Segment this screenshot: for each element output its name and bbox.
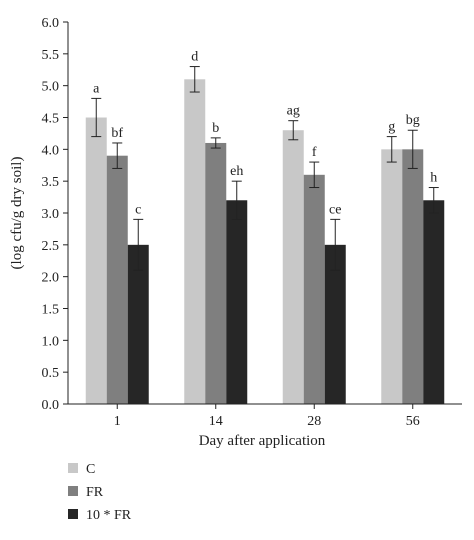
y-tick-label: 4.5	[42, 112, 60, 127]
y-tick-label: 5.5	[42, 48, 60, 63]
bar	[381, 149, 403, 404]
bar	[402, 149, 424, 404]
y-tick-label: 2.5	[42, 239, 60, 254]
x-axis-title: Day after application	[199, 433, 326, 449]
legend-label: FR	[86, 485, 104, 500]
y-tick-label: 3.5	[42, 175, 60, 190]
significance-letter: eh	[230, 164, 243, 179]
bar	[324, 244, 346, 404]
x-tick-label: 14	[209, 414, 223, 429]
y-tick-label: 4.0	[42, 143, 60, 158]
y-axis-title: (log cfu/g dry soil)	[9, 157, 25, 270]
legend-swatch	[68, 486, 78, 496]
bar	[127, 244, 149, 404]
legend-label: 10 * FR	[86, 508, 132, 523]
bar	[85, 117, 107, 404]
x-axis-ticks: 1 14 28 56	[114, 404, 420, 429]
y-tick-label: 1.5	[42, 303, 60, 318]
x-tick-label: 1	[114, 414, 121, 429]
bar	[423, 200, 445, 404]
error-bars	[91, 66, 439, 271]
significance-letter: h	[430, 171, 437, 186]
legend-swatch	[68, 509, 78, 519]
bar	[106, 155, 128, 404]
significance-letter: bg	[406, 113, 420, 128]
bar	[303, 174, 325, 404]
significance-letter: ag	[287, 104, 300, 119]
bar	[184, 79, 206, 405]
significance-letter: bf	[111, 126, 123, 141]
legend-label: C	[86, 462, 95, 477]
y-tick-label: 1.0	[42, 334, 60, 349]
legend: C FR 10 * FR	[68, 462, 132, 523]
bar	[226, 200, 248, 404]
significance-letter: b	[212, 121, 219, 136]
y-tick-label: 3.0	[42, 207, 60, 222]
bar	[205, 142, 227, 404]
x-tick-label: 56	[406, 414, 420, 429]
legend-swatch	[68, 463, 78, 473]
y-axis-ticks: 0.0 0.5 1.0 1.5 2.0 2.5 3.0 3.5 4.0 4.5 5.0 5.5 6.0	[42, 16, 68, 413]
y-tick-label: 2.0	[42, 271, 60, 286]
y-tick-label: 6.0	[42, 16, 60, 31]
significance-letter: g	[388, 120, 395, 135]
y-tick-label: 0.0	[42, 398, 60, 413]
significance-letter: a	[93, 81, 100, 96]
x-tick-label: 28	[307, 414, 321, 429]
significance-letter: d	[191, 50, 198, 65]
significance-letter: f	[312, 145, 317, 160]
bar	[282, 130, 304, 404]
y-tick-label: 5.0	[42, 80, 60, 95]
significance-letter: c	[135, 202, 141, 217]
bar-series	[85, 79, 445, 405]
y-tick-label: 0.5	[42, 366, 60, 381]
significance-letter: ce	[329, 202, 341, 217]
significance-labels: a bf c d b eh ag f ce g bg h	[93, 50, 437, 218]
